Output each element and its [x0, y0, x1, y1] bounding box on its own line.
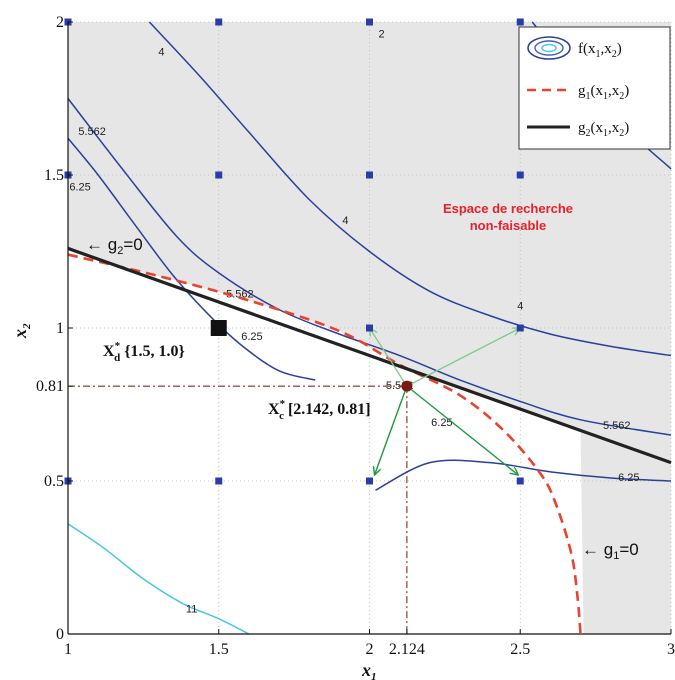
grid-point — [516, 324, 524, 332]
x-tick-label: 2.124 — [389, 641, 425, 658]
legend-g2-label: g2(x1,x2) — [578, 120, 629, 139]
xc-marker — [401, 380, 413, 392]
legend: f(x1,x2) g1(x1,x2) g2(x1,x2) — [518, 26, 671, 150]
contour-label: 4 — [158, 47, 164, 59]
y-tick-label: 2 — [56, 14, 64, 31]
xd-annotation: X* d {1.5, 1.0} — [103, 340, 185, 364]
grid-point — [215, 171, 223, 179]
search-arrows — [370, 328, 521, 475]
grid-point — [215, 18, 223, 26]
x-axis-label: x1 — [361, 660, 377, 680]
contour-line — [148, 21, 672, 357]
x-tick-label: 2.5 — [510, 641, 530, 658]
grid-point — [366, 477, 373, 485]
legend-f-label: f(x1,x2) — [578, 41, 622, 60]
contour-line — [67, 98, 672, 436]
y-tick-label: 0 — [56, 626, 64, 643]
contour-label: 6.25 — [618, 472, 639, 484]
search-arrow — [375, 385, 408, 475]
x-tick-label: 2 — [366, 641, 374, 658]
infeasible-label-line1: Espace de recherche — [443, 201, 573, 216]
axis-ticks: 1 1.5 2 2.124 2.5 3 0 0.5 0.81 1 1.5 2 — [36, 14, 675, 658]
xc-annotation: X* c [2.142, 0.81] — [268, 398, 371, 422]
contour-label: 11 — [186, 604, 197, 616]
contour-label: 5.562 — [78, 126, 106, 138]
g1-zero-label: ← g1=0 — [582, 540, 639, 562]
y-tick-label: 1.5 — [44, 167, 64, 184]
infeasible-label-line2: non-faisable — [470, 218, 547, 233]
contour-line — [67, 523, 250, 635]
contour-label: 4 — [517, 301, 523, 313]
contour-level-labels: 24445.5625.5625.5625.5626.256.256.256.25… — [69, 28, 639, 615]
g2-zero-label: ← g2=0 — [86, 235, 143, 257]
contour-label: 2 — [378, 28, 384, 40]
grid-point — [366, 18, 373, 26]
search-arrow — [406, 328, 520, 387]
grid-point — [516, 171, 524, 179]
contour-line — [375, 459, 672, 491]
y-tick-label: 0.5 — [44, 473, 64, 490]
y-tick-label: 1 — [56, 320, 64, 337]
contour-label: 5.562 — [603, 420, 631, 432]
legend-g1-label: g1(x1,x2) — [578, 83, 629, 102]
grid-point — [366, 324, 373, 332]
constraint-curves — [67, 246, 672, 635]
solution-markers — [210, 320, 413, 392]
contour-label: 6.25 — [241, 331, 262, 343]
contour-label: 4 — [342, 215, 348, 227]
y-axis-label: x2 — [10, 323, 33, 339]
search-arrow — [370, 328, 408, 387]
grid-point — [366, 171, 373, 179]
contour-label: 6.25 — [69, 181, 90, 193]
x-tick-label: 3 — [667, 641, 675, 658]
x-tick-label: 1 — [64, 641, 72, 658]
x-tick-label: 1.5 — [209, 641, 229, 658]
contour-label: 5.562 — [226, 288, 254, 300]
grid-point — [215, 477, 223, 485]
grid-point — [516, 477, 524, 485]
legend-contour-swatch — [527, 36, 571, 60]
g2-constraint-line — [67, 246, 672, 465]
g1-constraint-curve — [67, 253, 582, 635]
search-arrow — [406, 385, 518, 475]
xd-marker — [210, 320, 227, 336]
y-tick-label: 0.81 — [36, 378, 64, 395]
grid-point — [516, 18, 524, 26]
contour-line — [67, 137, 316, 381]
contour-label: 6.25 — [431, 417, 452, 429]
reference-lines — [68, 385, 408, 634]
